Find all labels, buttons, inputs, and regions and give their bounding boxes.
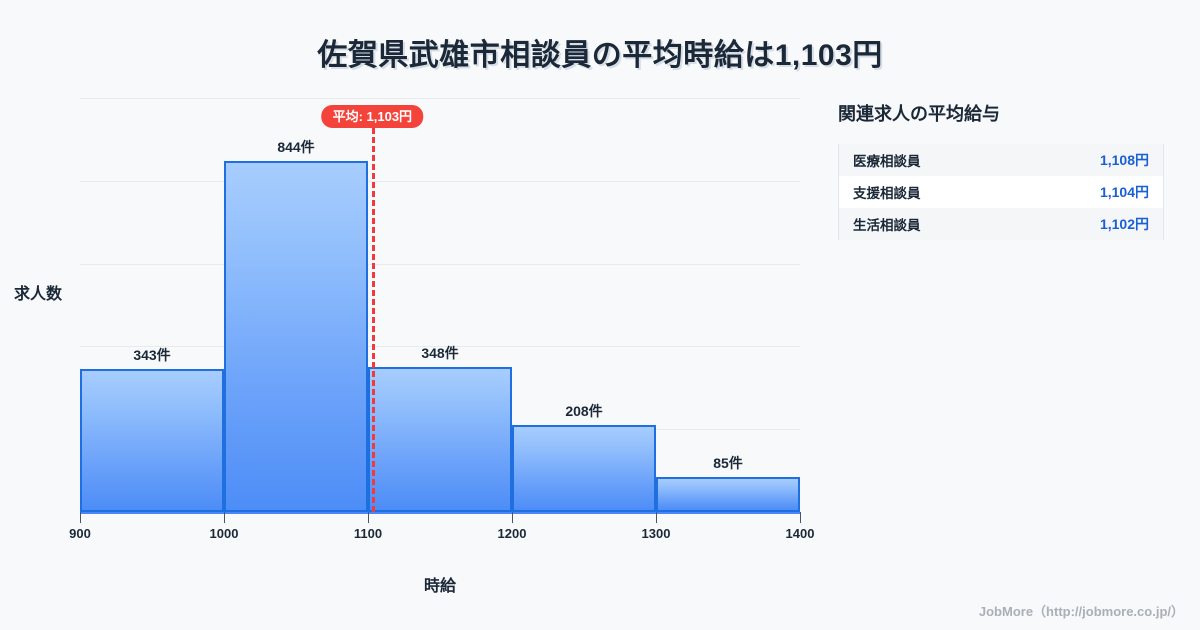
table-row[interactable]: 生活相談員 1,102円 (839, 208, 1163, 240)
page-title: 佐賀県武雄市相談員の平均時給は1,103円 (317, 39, 883, 72)
x-axis-label: 時給 (423, 578, 456, 595)
row-salary-value: 1,104円 (1099, 184, 1149, 200)
row-job-title: 支援相談員 (853, 186, 921, 201)
x-axis-tick (800, 512, 801, 523)
table-row[interactable]: 医療相談員 1,108円 (839, 144, 1163, 176)
row-salary-value: 1,108円 (1099, 152, 1149, 168)
histogram-bar (224, 160, 368, 512)
related-salary-table: 医療相談員 1,108円支援相談員 1,104円生活相談員 1,102円 (838, 144, 1164, 240)
x-axis-tick (368, 512, 369, 523)
histogram-bar (80, 369, 224, 512)
x-axis-tick-label: 1000 (209, 526, 239, 541)
table-row[interactable]: 支援相談員 1,104円 (839, 176, 1163, 208)
bar-value-label: 844件 (277, 138, 315, 155)
x-axis-tick-label: 900 (69, 526, 91, 541)
y-axis-label: 求人数 (14, 286, 63, 303)
average-dashed-line (372, 128, 376, 512)
bar-value-label: 348件 (421, 345, 459, 362)
histogram-chart: 求人数 343件 844件 348件 208件 85件 900 1000 1100 1200 1… (14, 98, 815, 595)
gridline (80, 264, 800, 265)
related-salary-panel: 関連求人の平均給与 医療相談員 1,108円支援相談員 1,104円生活相談員 1,1… (838, 100, 1168, 240)
x-axis-tick (512, 512, 513, 523)
bar-value-label: 85件 (713, 454, 743, 471)
gridline (80, 181, 800, 182)
x-axis-tick (656, 512, 657, 523)
panel-title: 関連求人の平均給与 (838, 104, 1000, 124)
histogram-bar (368, 367, 512, 512)
x-axis-tick-label: 1400 (785, 526, 815, 541)
row-job-title: 医療相談員 (853, 154, 921, 169)
row-salary-value: 1,102円 (1099, 216, 1149, 232)
x-axis-tick (224, 512, 225, 523)
gridline (80, 346, 800, 347)
x-axis-tick (80, 512, 81, 523)
histogram-bar (512, 425, 656, 512)
gridline (80, 98, 800, 99)
average-badge: 平均: 1,103円 (321, 105, 424, 128)
histogram-bar (656, 476, 800, 512)
x-axis-tick-label: 1100 (353, 526, 383, 541)
x-axis-line (80, 512, 800, 514)
footer-attribution: JobMore（http://jobmore.co.jp/） (978, 604, 1184, 619)
x-axis-tick-label: 1300 (641, 526, 671, 541)
x-axis-tick-label: 1200 (497, 526, 527, 541)
bar-value-label: 343件 (133, 347, 171, 364)
row-job-title: 生活相談員 (853, 218, 921, 233)
bar-value-label: 208件 (565, 403, 603, 420)
